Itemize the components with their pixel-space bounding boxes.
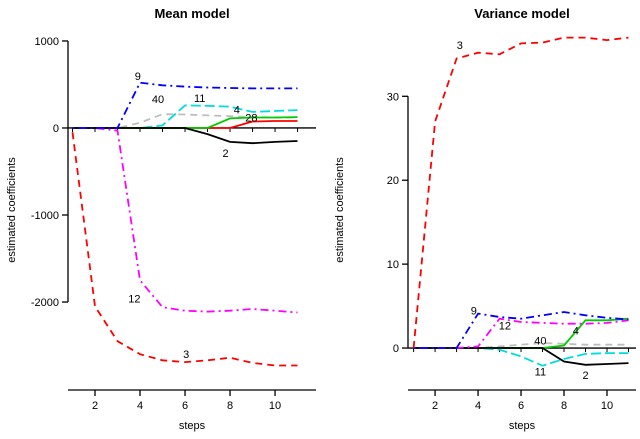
y-tick-label: 1000 bbox=[35, 36, 59, 48]
series-label-9: 9 bbox=[135, 71, 141, 83]
y-tick-label: 20 bbox=[387, 175, 399, 187]
y-tick-label: -2000 bbox=[31, 297, 59, 309]
y-tick-label: 0 bbox=[53, 123, 59, 135]
series-label-4: 4 bbox=[234, 105, 240, 117]
series-line-4 bbox=[72, 116, 298, 129]
series-label-3: 3 bbox=[183, 349, 189, 361]
variance-model-chart: 0 10 20 30 2 4 6 8 10 40 11 4 2 12 9 3 Variance model e… bbox=[320, 0, 640, 439]
series-line-9 bbox=[413, 311, 629, 349]
series-label-12: 12 bbox=[499, 320, 511, 332]
x-axis: 2 4 6 8 10 bbox=[408, 389, 636, 412]
x-tick-label: 10 bbox=[269, 400, 281, 412]
x-tick-label: 2 bbox=[432, 400, 438, 412]
y-axis-label-variance: estimated coefficients bbox=[334, 157, 346, 263]
series-label-11: 11 bbox=[194, 93, 205, 105]
series-label-28: 28 bbox=[245, 113, 257, 125]
series-label-3: 3 bbox=[457, 40, 463, 52]
x-tick-label: 8 bbox=[561, 400, 567, 412]
series-label-40: 40 bbox=[534, 335, 546, 347]
series-line-4 bbox=[413, 317, 629, 349]
series-label-4: 4 bbox=[573, 325, 579, 337]
y-tick-label: 30 bbox=[387, 91, 399, 103]
series-line-9 bbox=[72, 81, 298, 129]
x-tick-label: 4 bbox=[137, 400, 143, 412]
y-axis: 0 10 20 30 bbox=[387, 91, 409, 355]
y-tick-label: 0 bbox=[393, 343, 399, 355]
series-line-12 bbox=[413, 317, 629, 349]
y-tick-label: -1000 bbox=[31, 210, 59, 222]
y-axis-label-mean: estimated coefficients bbox=[6, 157, 18, 263]
variance-model-plot-area: 0 10 20 30 2 4 6 8 10 40 11 4 2 12 9 3 bbox=[387, 36, 636, 412]
series-label-40: 40 bbox=[152, 94, 164, 106]
series-label-2: 2 bbox=[222, 148, 228, 160]
x-axis-label-variance: steps bbox=[508, 420, 536, 432]
series-label-2: 2 bbox=[582, 370, 588, 382]
series-line-12 bbox=[72, 127, 298, 314]
chart-title-mean: Mean model bbox=[154, 6, 230, 21]
mean-model-plot-area: 1000 0 -1000 -2000 2 4 6 8 10 40 11 28 4 2 12 9 3 bbox=[31, 36, 316, 412]
x-tick-label: 10 bbox=[601, 400, 613, 412]
series-label-12: 12 bbox=[128, 294, 140, 306]
x-tick-label: 4 bbox=[475, 400, 481, 412]
y-axis: 1000 0 -1000 -2000 bbox=[31, 36, 69, 309]
series-label-9: 9 bbox=[471, 305, 477, 317]
x-tick-label: 6 bbox=[518, 400, 524, 412]
series-line-2 bbox=[413, 347, 629, 366]
x-tick-label: 2 bbox=[92, 400, 98, 412]
y-tick-label: 10 bbox=[387, 259, 399, 271]
series-line-3 bbox=[71, 132, 298, 367]
chart-title-variance: Variance model bbox=[474, 6, 570, 21]
series-label-11: 11 bbox=[535, 367, 546, 379]
x-axis-label-mean: steps bbox=[178, 420, 206, 432]
x-tick-label: 8 bbox=[227, 400, 233, 412]
series-line-28 bbox=[72, 120, 298, 129]
mean-model-chart: 1000 0 -1000 -2000 2 4 6 8 10 40 11 28 4 2 12 9 3 Mean m… bbox=[6, 6, 316, 432]
series-line-3 bbox=[412, 36, 629, 349]
x-tick-label: 6 bbox=[182, 400, 188, 412]
x-axis: 2 4 6 8 10 bbox=[68, 389, 316, 412]
